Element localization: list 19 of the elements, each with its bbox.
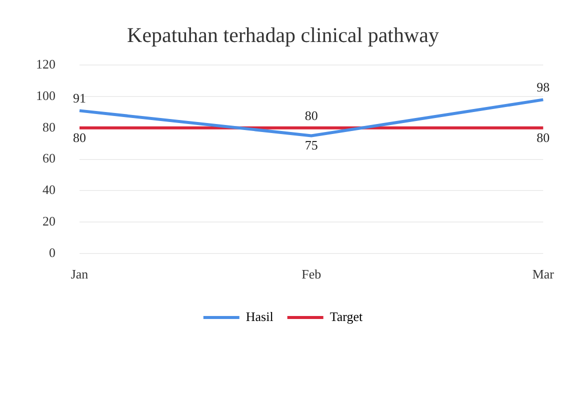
chart-title: Kepatuhan terhadap clinical pathway xyxy=(127,23,440,48)
y-tick-label: 100 xyxy=(36,88,56,103)
y-tick-label: 20 xyxy=(42,213,56,228)
x-tick-label: Feb xyxy=(302,266,322,282)
y-tick-label: 120 xyxy=(36,56,56,72)
legend-label: Hasil xyxy=(246,308,274,324)
data-label: 75 xyxy=(304,138,318,153)
x-tick-label: Mar xyxy=(532,266,555,282)
data-label: 91 xyxy=(73,90,86,106)
y-tick-label: 80 xyxy=(42,119,56,134)
data-label: 80 xyxy=(536,130,550,145)
legend-label: Target xyxy=(330,308,363,324)
y-tick-label: 40 xyxy=(42,182,56,198)
y-tick-label: 60 xyxy=(42,150,56,166)
data-label: 80 xyxy=(304,108,318,123)
data-label: 80 xyxy=(73,130,86,145)
data-label: 98 xyxy=(536,80,550,95)
y-tick-label: 0 xyxy=(49,244,56,260)
x-tick-label: Jan xyxy=(70,266,89,282)
